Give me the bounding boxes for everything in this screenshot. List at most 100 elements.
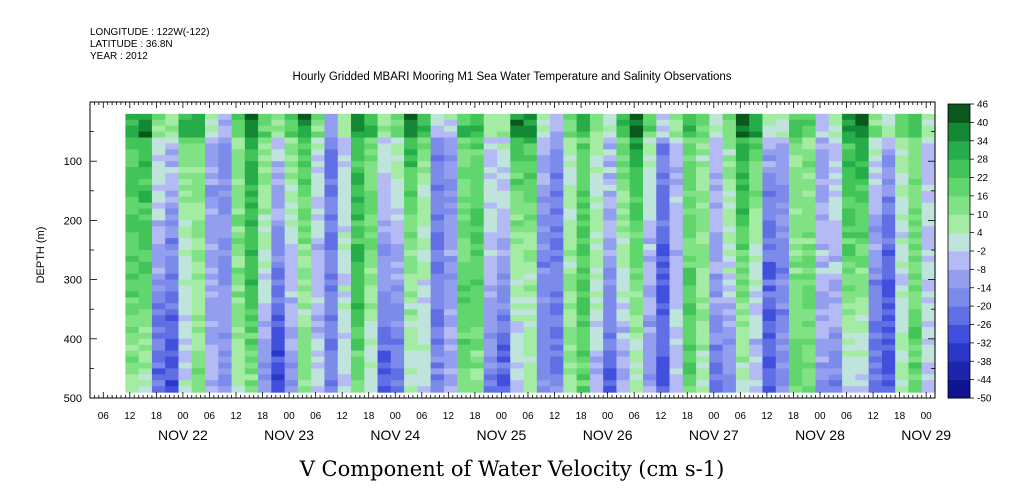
heatmap-cell [284, 273, 299, 281]
heatmap-cell [762, 178, 777, 186]
colorbar-band [948, 342, 970, 362]
heatmap-cell [908, 267, 923, 275]
heatmap-cell [404, 214, 418, 221]
heatmap-cell [616, 167, 631, 174]
heatmap-cell [510, 297, 525, 304]
heatmap-cell [842, 350, 856, 358]
heatmap-cell [483, 362, 498, 369]
heatmap-cell [603, 321, 618, 328]
heatmap-cell [802, 196, 817, 204]
heatmap-cell [855, 244, 870, 251]
heatmap-cell [576, 285, 591, 293]
heatmap-cell [271, 250, 286, 257]
heatmap-cell [205, 356, 219, 364]
heatmap-cell [297, 220, 312, 227]
heatmap-cell [443, 285, 458, 293]
heatmap-cell [483, 167, 498, 174]
heatmap-cell [337, 374, 352, 381]
heatmap-cell [324, 291, 339, 298]
heatmap-cell [404, 113, 418, 121]
heatmap-cell [722, 155, 737, 162]
colorbar-tick-label: -50 [977, 394, 992, 405]
heatmap-cell [881, 226, 896, 233]
heatmap-cell [643, 167, 657, 174]
heatmap-cell [258, 173, 272, 180]
heatmap-cell [125, 374, 140, 381]
heatmap-cell [868, 143, 883, 150]
heatmap-cell [815, 173, 830, 180]
heatmap-cell [311, 173, 326, 180]
heatmap-cell [589, 113, 604, 121]
heatmap-cell [258, 344, 272, 352]
heatmap-cell [390, 119, 405, 127]
heatmap-cell [735, 303, 750, 310]
heatmap-cell [231, 386, 246, 393]
heatmap-cell [749, 315, 764, 322]
heatmap-cell [842, 184, 856, 192]
heatmap-cell [191, 273, 206, 281]
heatmap-cell [802, 297, 817, 304]
heatmap-cell [868, 279, 883, 287]
heatmap-cell [125, 190, 140, 198]
heatmap-cell [563, 214, 578, 221]
heatmap-cell [762, 202, 777, 210]
heatmap-cell [762, 155, 777, 162]
heatmap-cell [802, 267, 817, 275]
heatmap-cell [828, 285, 843, 293]
colorbar-band [948, 232, 970, 252]
heatmap-cell [284, 297, 299, 304]
heatmap-cell [324, 184, 339, 192]
heatmap-cell [231, 202, 246, 210]
heatmap-cell [271, 131, 286, 139]
heatmap-cell [430, 196, 445, 204]
heatmap-cell [417, 303, 432, 310]
heatmap-cell [165, 356, 180, 364]
heatmap-cell [656, 149, 671, 156]
heatmap-cell [165, 196, 180, 204]
heatmap-cell [550, 291, 564, 298]
colorbar-band [948, 269, 970, 289]
heatmap-cell [842, 332, 856, 340]
heatmap-cell [881, 362, 896, 369]
heatmap-cell [497, 190, 511, 198]
heatmap-cell [789, 350, 803, 358]
heatmap-cell [151, 173, 166, 180]
heatmap-cell [218, 386, 233, 393]
heatmap-cell [483, 131, 498, 139]
heatmap-cell [749, 226, 764, 233]
heatmap-cell [390, 113, 405, 121]
heatmap-cell [417, 232, 432, 239]
heatmap-cell [417, 238, 432, 245]
heatmap-cell [589, 149, 604, 156]
heatmap-cell [165, 143, 180, 150]
heatmap-cell [337, 202, 352, 210]
heatmap-cell [881, 285, 896, 293]
heatmap-cell [377, 161, 392, 168]
heatmap-cell [682, 267, 697, 275]
heatmap-cell [868, 155, 883, 162]
heatmap-cell [231, 190, 246, 198]
heatmap-cell [775, 149, 790, 156]
heatmap-cell [789, 208, 803, 216]
heatmap-cell [324, 273, 339, 281]
heatmap-cell [921, 137, 936, 145]
heatmap-cell [589, 155, 604, 162]
heatmap-cell [497, 362, 511, 369]
heatmap-cell [682, 155, 697, 162]
heatmap-cell [417, 291, 432, 298]
heatmap-cell [497, 368, 511, 375]
heatmap-cell [855, 255, 870, 263]
heatmap-cell [231, 214, 246, 221]
heatmap-cell [908, 297, 923, 304]
heatmap-cell [669, 167, 684, 174]
heatmap-cell [271, 291, 286, 298]
heatmap-cell [497, 202, 511, 210]
heatmap-cell [722, 291, 737, 298]
heatmap-cell [470, 374, 485, 381]
heatmap-cell [297, 190, 312, 198]
heatmap-cell [443, 137, 458, 145]
heatmap-cell [749, 338, 764, 346]
heatmap-cell [297, 131, 312, 139]
heatmap-cell [125, 214, 140, 221]
